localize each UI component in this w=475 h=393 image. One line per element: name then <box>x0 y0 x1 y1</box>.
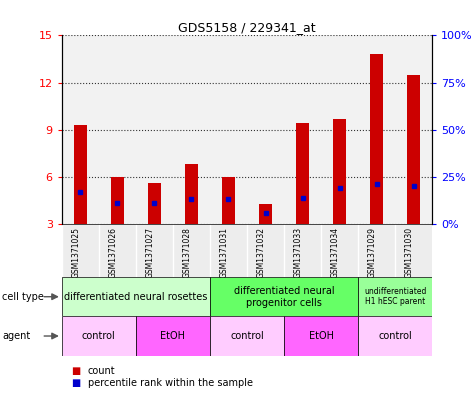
Text: GSM1371025: GSM1371025 <box>71 227 80 278</box>
Bar <box>62 35 99 224</box>
Bar <box>407 75 420 224</box>
Text: ■: ■ <box>71 378 80 388</box>
Text: control: control <box>378 331 412 341</box>
Bar <box>370 54 383 224</box>
Text: GSM1371026: GSM1371026 <box>108 227 117 278</box>
Bar <box>321 224 358 277</box>
Bar <box>99 35 136 224</box>
Text: differentiated neural
progenitor cells: differentiated neural progenitor cells <box>234 286 334 307</box>
Bar <box>136 316 210 356</box>
Bar <box>62 224 99 277</box>
Bar <box>284 35 321 224</box>
Bar <box>148 183 161 224</box>
Bar <box>136 224 173 277</box>
Text: GSM1371030: GSM1371030 <box>405 227 414 278</box>
Bar <box>358 35 395 224</box>
Bar <box>210 277 358 316</box>
Text: GSM1371028: GSM1371028 <box>182 227 191 277</box>
Bar <box>358 277 432 316</box>
Bar <box>358 224 395 277</box>
Bar <box>99 224 136 277</box>
Text: GSM1371027: GSM1371027 <box>145 227 154 278</box>
Text: differentiated neural rosettes: differentiated neural rosettes <box>64 292 208 302</box>
Bar <box>210 316 284 356</box>
Bar <box>259 204 272 224</box>
Bar <box>111 177 124 224</box>
Bar <box>62 277 210 316</box>
Bar <box>284 224 321 277</box>
Text: ■: ■ <box>71 366 80 376</box>
Bar <box>185 164 198 224</box>
Text: EtOH: EtOH <box>161 331 185 341</box>
Text: control: control <box>82 331 116 341</box>
Bar <box>321 35 358 224</box>
Bar <box>210 35 247 224</box>
Bar <box>222 177 235 224</box>
Bar <box>62 316 136 356</box>
Text: control: control <box>230 331 264 341</box>
Text: percentile rank within the sample: percentile rank within the sample <box>88 378 253 388</box>
Text: GSM1371032: GSM1371032 <box>256 227 266 278</box>
Title: GDS5158 / 229341_at: GDS5158 / 229341_at <box>178 21 316 34</box>
Bar <box>395 35 432 224</box>
Text: GSM1371034: GSM1371034 <box>331 227 340 278</box>
Bar <box>333 119 346 224</box>
Bar <box>74 125 87 224</box>
Bar <box>173 224 210 277</box>
Text: GSM1371029: GSM1371029 <box>368 227 377 278</box>
Text: EtOH: EtOH <box>309 331 333 341</box>
Bar <box>247 35 284 224</box>
Bar <box>284 316 358 356</box>
Bar <box>247 224 284 277</box>
Text: agent: agent <box>2 331 30 341</box>
Text: cell type: cell type <box>2 292 44 302</box>
Text: GSM1371033: GSM1371033 <box>294 227 303 278</box>
Bar <box>358 316 432 356</box>
Bar <box>395 224 432 277</box>
Text: count: count <box>88 366 115 376</box>
Bar <box>173 35 210 224</box>
Text: GSM1371031: GSM1371031 <box>219 227 228 278</box>
Bar <box>136 35 173 224</box>
Bar <box>210 224 247 277</box>
Text: undifferentiated
H1 hESC parent: undifferentiated H1 hESC parent <box>364 287 427 307</box>
Bar <box>296 123 309 224</box>
